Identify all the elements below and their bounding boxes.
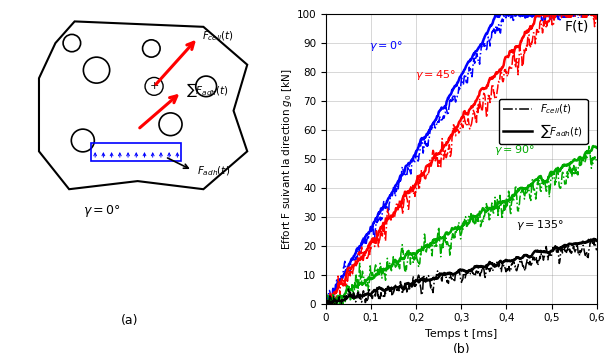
Text: $F_{cell}(t)$: $F_{cell}(t)$: [202, 30, 234, 43]
Text: $\gamma=0°$: $\gamma=0°$: [83, 203, 121, 219]
Text: $\gamma =90°$: $\gamma =90°$: [494, 143, 535, 157]
Text: $\sum F_{adh}(t)$: $\sum F_{adh}(t)$: [186, 82, 228, 100]
Text: $\gamma =0°$: $\gamma =0°$: [369, 39, 403, 53]
Text: $F_{adh}(t)$: $F_{adh}(t)$: [197, 165, 230, 178]
Y-axis label: Effort F suivant la direction $g_0$ [kN]: Effort F suivant la direction $g_0$ [kN]: [280, 68, 294, 250]
Legend: $F_{cell}(t)$, $\sum F_{adh}(t)$: $F_{cell}(t)$, $\sum F_{adh}(t)$: [499, 98, 588, 144]
Bar: [91, 143, 181, 161]
Text: $\gamma =45°$: $\gamma =45°$: [415, 68, 456, 82]
Text: $\gamma =135°$: $\gamma =135°$: [515, 218, 563, 232]
Text: +: +: [149, 82, 159, 91]
Text: (a): (a): [121, 314, 138, 327]
X-axis label: Temps t [ms]: Temps t [ms]: [425, 329, 498, 339]
Text: F(t): F(t): [565, 20, 589, 34]
Text: (b): (b): [452, 343, 470, 353]
